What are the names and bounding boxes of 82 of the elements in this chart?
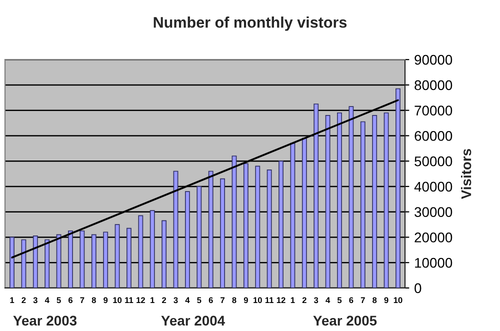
x-tick-label: 4 xyxy=(44,297,50,304)
bar xyxy=(372,114,378,288)
bar xyxy=(337,112,342,288)
bar xyxy=(150,210,155,288)
bar xyxy=(138,215,144,288)
bar xyxy=(290,142,296,288)
bar xyxy=(325,114,330,288)
x-tick-label: 6 xyxy=(208,297,213,304)
x-tick-label: 3 xyxy=(314,297,318,304)
bar xyxy=(80,230,85,288)
bar xyxy=(114,224,120,288)
x-tick-label: 10 xyxy=(254,297,262,304)
bar xyxy=(220,178,226,288)
x-tick-label: 3 xyxy=(174,297,178,304)
x-tick-label: 3 xyxy=(33,297,38,304)
text: Year 2005 xyxy=(313,316,377,326)
bar xyxy=(196,186,202,288)
bar xyxy=(10,236,14,288)
x-tick-label: 4 xyxy=(185,297,190,304)
x-tick-label: 10 xyxy=(113,297,122,304)
y-tick-label: 90000 xyxy=(414,54,452,65)
x-tick-label: 1 xyxy=(150,297,154,304)
x-tick-label: 7 xyxy=(360,297,365,304)
x-tick-label: 4 xyxy=(326,297,330,304)
x-tick-label: 9 xyxy=(244,297,248,304)
bar xyxy=(91,234,96,288)
y-tick-label: 0 xyxy=(414,283,422,294)
x-tick-label: 6 xyxy=(68,297,73,304)
bar xyxy=(103,232,108,288)
x-tick-label: 11 xyxy=(125,297,134,304)
x-tick-label: 12 xyxy=(276,297,286,304)
chart-title: Number of monthly vistors xyxy=(154,16,347,31)
x-tick-label: 9 xyxy=(104,297,108,304)
y-tick-label: 30000 xyxy=(414,207,452,218)
x-tick-label: 5 xyxy=(56,297,61,304)
bar xyxy=(348,106,354,288)
bar xyxy=(396,88,400,288)
x-tick-label: 2 xyxy=(162,297,166,304)
y-tick-label: 10000 xyxy=(415,258,452,268)
bar xyxy=(173,170,178,288)
x-tick-label: 8 xyxy=(232,297,236,304)
bar xyxy=(360,121,366,288)
x-tick-label: 2 xyxy=(302,297,306,304)
y-tick-label: 40000 xyxy=(414,182,452,192)
x-tick-label: 6 xyxy=(349,297,354,304)
bar xyxy=(56,234,62,288)
x-tick-label: 7 xyxy=(80,297,84,304)
x-tick-label: 9 xyxy=(384,297,388,304)
text: Year 2004 xyxy=(161,316,225,326)
x-tick-label: 5 xyxy=(197,297,202,304)
x-tick-label: 8 xyxy=(372,297,377,304)
bar xyxy=(266,170,272,288)
x-tick-label: 10 xyxy=(394,297,402,304)
y-tick-label: 50000 xyxy=(414,156,452,166)
x-tick-label: 12 xyxy=(136,297,145,304)
x-tick-label: 2 xyxy=(22,297,26,304)
bar xyxy=(302,138,307,288)
x-tick-label: 5 xyxy=(337,297,342,304)
bar xyxy=(44,239,50,288)
bar xyxy=(314,104,319,288)
y-axis-title: Visitors xyxy=(460,148,472,200)
bar xyxy=(255,166,260,288)
x-tick-label: 7 xyxy=(220,297,224,304)
y-tick-label: 70000 xyxy=(414,106,452,116)
bar xyxy=(232,156,237,288)
bar xyxy=(184,191,190,288)
x-tick-label: 8 xyxy=(92,297,96,304)
x-tick-label: 1 xyxy=(10,297,14,304)
y-tick-label: 60000 xyxy=(414,131,452,141)
bar xyxy=(162,220,167,288)
bar xyxy=(68,230,73,288)
y-tick-label: 20000 xyxy=(414,232,452,242)
bar xyxy=(32,236,38,288)
x-tick-label: 11 xyxy=(265,297,274,304)
x-tick-label: 1 xyxy=(290,297,295,304)
y-tick-label: 80000 xyxy=(414,80,452,90)
text: Year 2003 xyxy=(13,316,77,326)
bar xyxy=(208,170,214,288)
bar xyxy=(278,160,284,288)
bar xyxy=(126,228,132,288)
bar xyxy=(384,112,389,288)
bar xyxy=(243,163,248,288)
